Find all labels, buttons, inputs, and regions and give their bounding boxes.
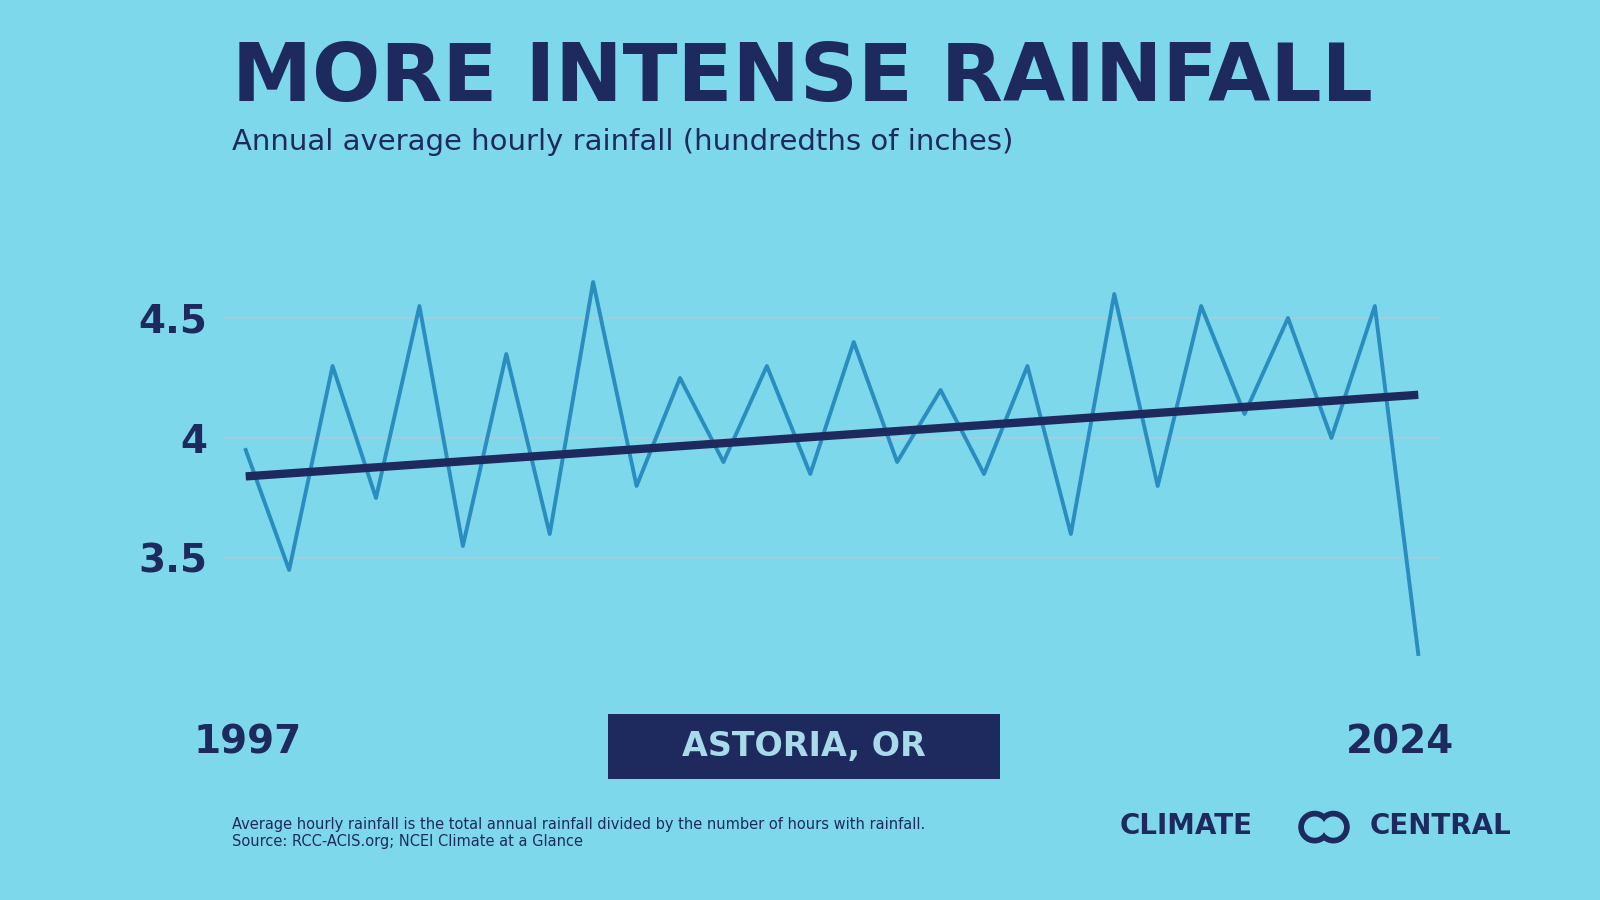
Text: CLIMATE: CLIMATE [1120, 812, 1253, 841]
Text: 1997: 1997 [194, 724, 302, 761]
Circle shape [1304, 817, 1325, 837]
Circle shape [1323, 817, 1344, 837]
Circle shape [1299, 812, 1330, 842]
Text: Average hourly rainfall is the total annual rainfall divided by the number of ho: Average hourly rainfall is the total ann… [232, 817, 925, 833]
Text: MORE INTENSE RAINFALL: MORE INTENSE RAINFALL [232, 40, 1373, 119]
Text: 2024: 2024 [1346, 724, 1454, 761]
Text: Annual average hourly rainfall (hundredths of inches): Annual average hourly rainfall (hundredt… [232, 128, 1013, 156]
Text: ASTORIA, OR: ASTORIA, OR [682, 730, 926, 762]
Circle shape [1318, 812, 1349, 842]
Text: CENTRAL: CENTRAL [1370, 812, 1512, 841]
Text: Source: RCC-ACIS.org; NCEI Climate at a Glance: Source: RCC-ACIS.org; NCEI Climate at a … [232, 834, 582, 850]
